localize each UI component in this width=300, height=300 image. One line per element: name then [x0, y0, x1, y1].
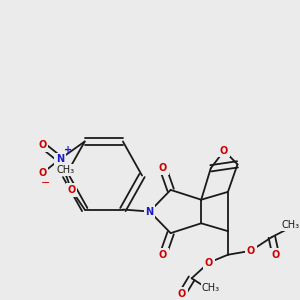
Text: O: O — [67, 185, 76, 195]
Text: O: O — [247, 246, 255, 256]
Text: O: O — [39, 140, 47, 150]
Text: O: O — [159, 163, 167, 173]
Text: O: O — [220, 146, 228, 156]
Text: −: − — [41, 178, 50, 188]
Text: +: + — [64, 145, 73, 155]
Text: CH₃: CH₃ — [57, 165, 75, 175]
Text: O: O — [39, 168, 47, 178]
Text: CH₃: CH₃ — [282, 220, 300, 230]
Text: O: O — [272, 250, 280, 260]
Text: N: N — [56, 154, 64, 164]
Text: O: O — [178, 289, 186, 299]
Text: O: O — [159, 250, 167, 260]
Text: CH₃: CH₃ — [202, 283, 220, 293]
Text: O: O — [205, 258, 213, 268]
Text: N: N — [146, 206, 154, 217]
